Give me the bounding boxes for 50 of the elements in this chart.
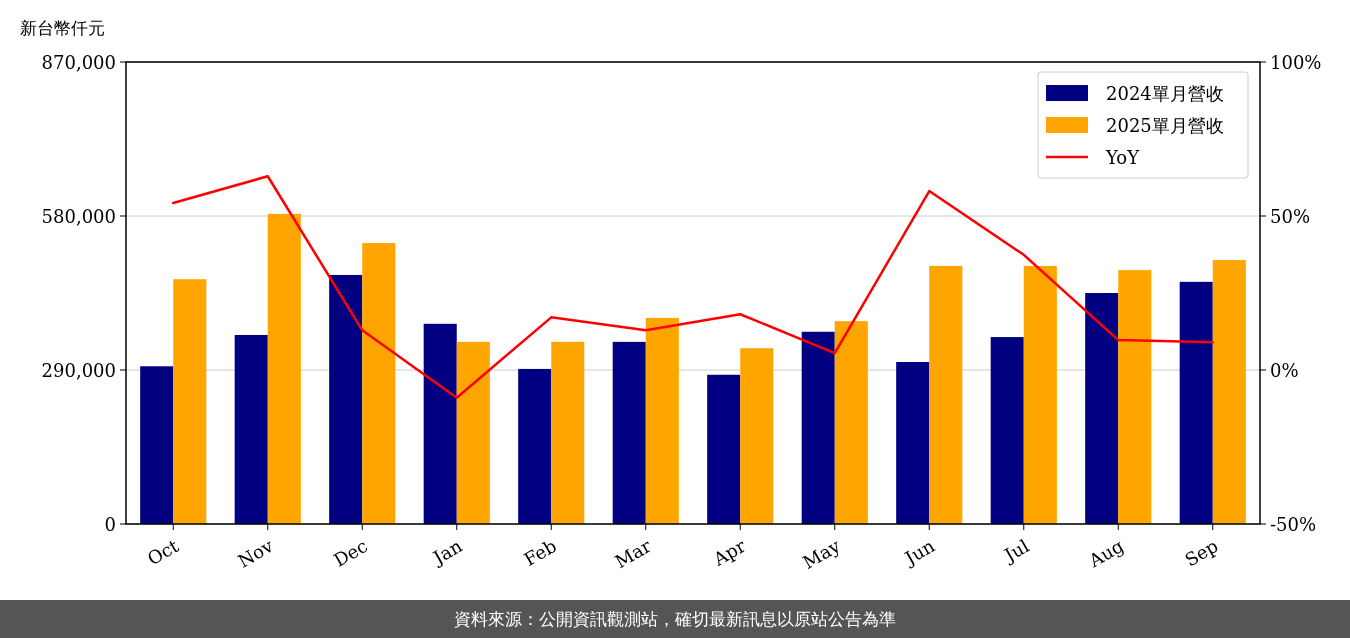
bar — [740, 348, 774, 524]
bar — [362, 243, 396, 524]
x-tick-label: Apr — [708, 534, 750, 571]
y-axis-title: 新台幣仟元 — [20, 18, 105, 38]
bar — [801, 331, 835, 524]
x-tick-label: Mar — [611, 534, 655, 573]
x-tick-label: Feb — [520, 535, 561, 571]
legend-label: 2024單月營收 — [1106, 82, 1224, 104]
x-tick-label: Nov — [234, 534, 278, 572]
bar — [707, 374, 741, 524]
bar — [173, 279, 207, 524]
y2-tick-label: 0% — [1270, 359, 1299, 381]
bar — [1085, 293, 1119, 524]
legend-label: 2025單月營收 — [1106, 114, 1224, 136]
bar — [612, 341, 646, 524]
bar — [140, 366, 174, 524]
bar — [551, 341, 585, 524]
bar — [329, 274, 363, 524]
y2-tick-label: 100% — [1270, 51, 1322, 73]
bar — [929, 265, 963, 524]
x-tick-label: Dec — [330, 535, 372, 571]
x-tick-label: Jul — [999, 534, 1033, 567]
y-tick-label: 0 — [104, 513, 116, 535]
bar — [645, 317, 679, 524]
bar — [267, 213, 301, 524]
bar — [518, 368, 552, 524]
legend-label: YoY — [1105, 146, 1141, 168]
x-tick-label: Jan — [427, 534, 466, 570]
source-note: 資料來源：公開資訊觀測站，確切最新訊息以原站公告為準 — [454, 609, 896, 629]
bar — [423, 323, 457, 524]
x-tick-label: Oct — [143, 534, 183, 570]
y2-tick-label: 50% — [1270, 205, 1311, 227]
bar — [1179, 281, 1213, 524]
bar — [234, 334, 268, 524]
bar — [456, 341, 490, 524]
x-tick-label: May — [798, 534, 845, 573]
bar — [834, 321, 868, 524]
x-tick-label: Jun — [899, 534, 939, 570]
y-tick-label: 290,000 — [41, 359, 116, 381]
bar — [1118, 270, 1152, 524]
bar — [990, 337, 1024, 524]
bar — [1212, 260, 1246, 524]
x-tick-label: Aug — [1084, 535, 1128, 572]
bar — [896, 362, 930, 524]
line-series — [172, 175, 1214, 399]
bar — [1023, 265, 1057, 524]
y-tick-label: 580,000 — [41, 205, 116, 227]
y2-tick-label: -50% — [1270, 513, 1317, 535]
x-tick-label: Sep — [1181, 535, 1222, 571]
y-tick-label: 870,000 — [41, 51, 116, 73]
